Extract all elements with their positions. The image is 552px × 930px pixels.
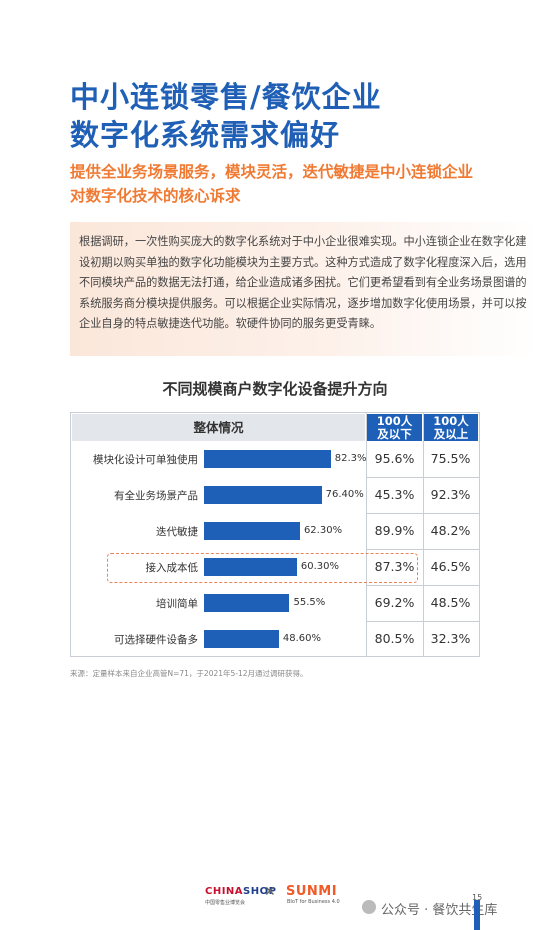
small-merchant-value: 87.3% (374, 559, 415, 574)
bar-value-label: 60.30% (300, 561, 339, 572)
small-merchant-value: 80.5% (374, 631, 415, 646)
chinashop-logo: CHINASHOP (205, 886, 276, 897)
bar-value-label: 62.30% (303, 525, 343, 536)
intro-paragraph: 根据调研，一次性购买庞大的数字化系统对于中小企业很难实现。中小连锁企业在数字化建… (70, 222, 538, 356)
bar-label: 接入成本低 (145, 562, 199, 574)
page-subtitle: 提供全业务场景服务，模块灵活，迭代敏捷是中小连锁企业 对数字化技术的核心诉求 (70, 160, 510, 208)
watermark: 公众号 · 餐饮共生库 (381, 903, 498, 918)
bar-value-label: 55.5% (293, 597, 326, 608)
subtitle-line-1: 提供全业务场景服务，模块灵活，迭代敏捷是中小连锁企业 (70, 163, 474, 181)
header-small-line-1: 100人 (376, 414, 413, 428)
chart-title: 不同规模商户数字化设备提升方向 (162, 380, 388, 398)
row-divider (366, 549, 479, 550)
bar-value-label: 82.3% (334, 453, 367, 464)
header-large-line-2: 及以上 (433, 427, 469, 441)
bar (204, 486, 322, 504)
row-divider (366, 477, 479, 478)
large-merchant-value: 46.5% (430, 559, 471, 574)
bar (204, 630, 279, 648)
bar (204, 522, 300, 540)
title-line-1: 中小连锁零售/餐饮企业 (70, 80, 382, 114)
chinashop-logo-b: SHOP (243, 886, 277, 897)
chart-table-frame (70, 412, 480, 657)
large-merchant-value: 48.5% (430, 595, 471, 610)
bar (204, 594, 290, 612)
large-merchant-value: 92.3% (430, 487, 471, 502)
bar-label: 可选择硬件设备多 (114, 634, 198, 646)
small-merchant-value: 89.9% (374, 523, 415, 538)
bar (204, 450, 331, 468)
row-divider (366, 621, 479, 622)
bar-value-label: 48.60% (282, 633, 321, 644)
small-merchant-value: 69.2% (374, 595, 415, 610)
chinashop-logo-subtitle: 中国零售业博览会 (205, 900, 246, 906)
page-title: 中小连锁零售/餐饮企业 数字化系统需求偏好 (70, 78, 530, 154)
page-marker (474, 900, 480, 930)
large-merchant-value: 75.5% (430, 451, 471, 466)
bar-label: 培训简单 (156, 598, 198, 610)
subtitle-line-2: 对数字化技术的核心诉求 (70, 187, 241, 205)
header-large-merchants: 100人 及以上 (424, 414, 478, 441)
sunmi-logo: SUNMI (286, 884, 338, 899)
chinashop-logo-a: CHINA (205, 886, 244, 897)
large-merchant-value: 48.2% (430, 523, 471, 538)
sunmi-logo-subtitle: BIoT for Business 4.0 (287, 899, 340, 905)
bar-label: 模块化设计可单独使用 (93, 454, 198, 466)
column-divider (423, 412, 424, 657)
column-divider (366, 412, 367, 657)
small-merchant-value: 95.6% (374, 451, 415, 466)
highlight-box (107, 553, 418, 583)
header-large-line-1: 100人 (433, 414, 469, 428)
header-small-merchants: 100人 及以下 (367, 414, 422, 441)
times-icon: ✕ (264, 884, 276, 900)
header-small-line-2: 及以下 (377, 427, 412, 441)
bar (204, 558, 297, 576)
large-merchant-value: 32.3% (430, 631, 471, 646)
header-overall: 整体情况 (72, 414, 365, 441)
source-note: 来源：定量样本来自企业高管N=71，于2021年5-12月通过调研获得。 (70, 669, 308, 678)
row-divider (366, 513, 479, 514)
page-number: 15 (472, 893, 483, 902)
row-divider (366, 585, 479, 586)
bar-label: 有全业务场景产品 (114, 490, 198, 502)
bar-label: 迭代敏捷 (156, 526, 198, 538)
bar-value-label: 76.40% (325, 489, 364, 500)
wechat-icon (362, 900, 376, 914)
small-merchant-value: 45.3% (374, 487, 415, 502)
title-line-2: 数字化系统需求偏好 (70, 118, 341, 152)
